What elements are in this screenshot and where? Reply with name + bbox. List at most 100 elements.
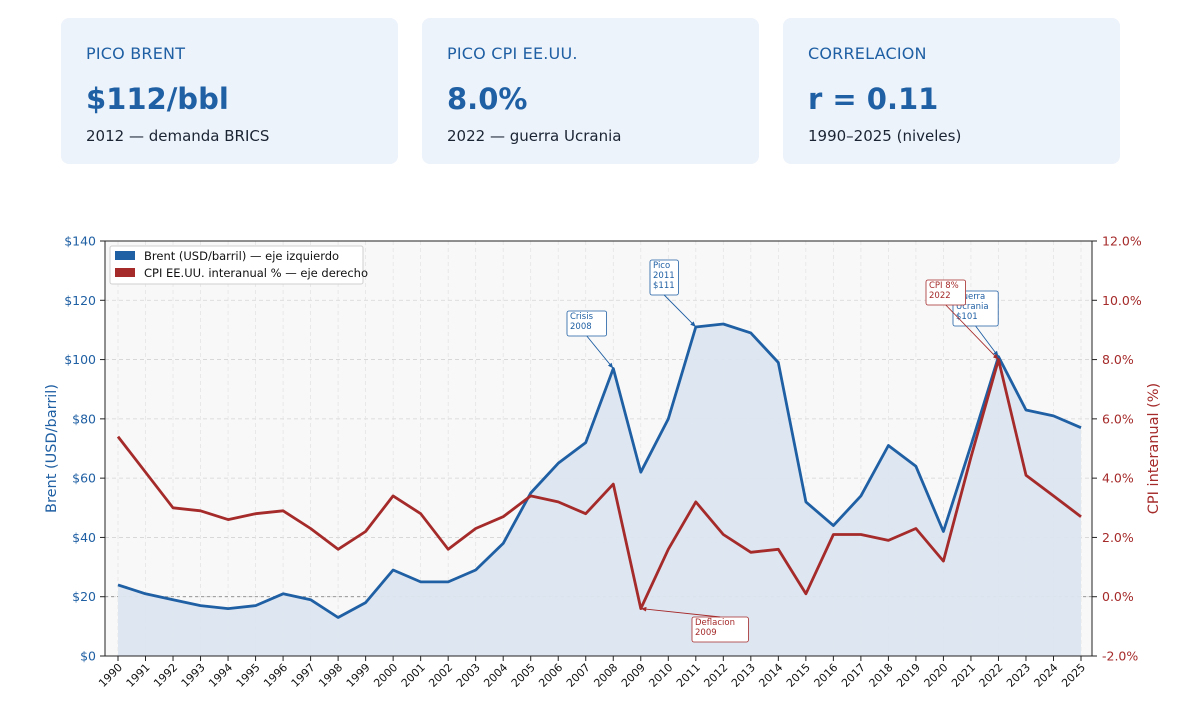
brent-area-fill bbox=[118, 324, 1081, 656]
left-tick-label: $20 bbox=[72, 589, 96, 604]
kpi-card-cpi-peak: PICO CPI EE.UU. 8.0% 2022 — guerra Ucran… bbox=[422, 18, 759, 164]
x-tick-label: 1992 bbox=[151, 661, 180, 690]
left-tick-label: $0 bbox=[80, 649, 96, 664]
left-axis: $0 $20 $40 $60 $80 $100 $120 $140 bbox=[64, 234, 105, 664]
x-tick-label: 1998 bbox=[316, 661, 345, 690]
x-tick-label: 1990 bbox=[96, 661, 125, 690]
left-tick-label: $100 bbox=[64, 352, 96, 367]
left-tick-label: $140 bbox=[64, 234, 96, 249]
x-tick-label: 2000 bbox=[371, 661, 400, 690]
x-tick-label: 2011 bbox=[674, 661, 703, 690]
kpi-subtitle: 1990–2025 (niveles) bbox=[808, 127, 962, 145]
brent-line bbox=[117, 322, 1082, 619]
x-tick-label: 1996 bbox=[261, 661, 290, 690]
x-tick-label: 2023 bbox=[1004, 661, 1033, 690]
x-tick-label: 2002 bbox=[426, 661, 455, 690]
legend-swatch bbox=[115, 268, 135, 277]
kpi-label: PICO BRENT bbox=[86, 44, 186, 63]
annotation-text: Guerra bbox=[956, 292, 985, 302]
annotation-arrowhead bbox=[690, 321, 696, 327]
right-tick-label: -2.0% bbox=[1102, 649, 1138, 664]
annotation-text: 2022 bbox=[929, 291, 951, 301]
right-axis-label: CPI interanual (%) bbox=[1146, 383, 1162, 514]
annotation-text: $101 bbox=[956, 312, 978, 322]
x-tick-label: 1995 bbox=[234, 661, 263, 690]
annotation-arrowhead bbox=[993, 350, 999, 357]
kpi-card-brent-peak: PICO BRENT $112/bbl 2012 — demanda BRICS bbox=[61, 18, 398, 164]
x-tick-label: 2017 bbox=[839, 661, 868, 690]
x-tick-label: 2020 bbox=[922, 661, 951, 690]
kpi-card-correlation: CORRELACION r = 0.11 1990–2025 (niveles) bbox=[783, 18, 1120, 164]
x-tick-label: 2014 bbox=[756, 661, 785, 690]
x-tick-label: 2006 bbox=[536, 661, 565, 690]
x-tick-label: 2007 bbox=[564, 661, 593, 690]
annotation-text: CPI 8% bbox=[929, 281, 959, 291]
brent-cpi-chart: $0 $20 $40 $60 $80 $100 $120 $140 Brent (USD/bar… bbox=[44, 234, 1162, 690]
x-tick-label: 1993 bbox=[179, 661, 208, 690]
kpi-label: CORRELACION bbox=[808, 44, 927, 63]
x-tick-label: 2010 bbox=[646, 661, 675, 690]
left-axis-label: Brent (USD/barril) bbox=[44, 384, 60, 513]
x-tick-label: 2022 bbox=[977, 661, 1006, 690]
kpi-subtitle: 2012 — demanda BRICS bbox=[86, 127, 270, 145]
plot-frame bbox=[104, 240, 1093, 657]
kpi-value: 8.0% bbox=[447, 82, 528, 116]
left-tick-label: $80 bbox=[72, 411, 96, 426]
kpi-cards: PICO BRENT $112/bbl 2012 — demanda BRICS… bbox=[0, 0, 1200, 180]
annotation-arrow bbox=[975, 325, 999, 357]
x-tick-label: 2001 bbox=[399, 661, 428, 690]
x-tick-label: 2003 bbox=[454, 661, 483, 690]
x-tick-label: 2019 bbox=[894, 661, 923, 690]
annotation-text: 2011 bbox=[653, 271, 675, 281]
x-tick-label: 1991 bbox=[124, 661, 153, 690]
annotation-text: Ucrania bbox=[956, 302, 989, 312]
annotation-arrow bbox=[586, 335, 614, 369]
annotation-arrowhead bbox=[992, 353, 999, 360]
legend-box bbox=[109, 245, 364, 285]
right-axis: -2.0% 0.0% 2.0% 4.0% 6.0% 8.0% 10.0% 12.0% bbox=[1092, 234, 1142, 664]
annotation-cpi-2022: CPI 8%2022 bbox=[925, 279, 999, 360]
x-tick-label: 2015 bbox=[784, 661, 813, 690]
right-tick-label: 8.0% bbox=[1102, 352, 1134, 367]
left-tick-label: $120 bbox=[64, 293, 96, 308]
annotation-arrowhead bbox=[640, 606, 647, 612]
x-tick-label: 1999 bbox=[344, 661, 373, 690]
x-tick-label: 2025 bbox=[1059, 661, 1088, 690]
kpi-label: PICO CPI EE.UU. bbox=[447, 44, 578, 63]
annotation-text: 2009 bbox=[695, 628, 717, 638]
x-tick-label: 2009 bbox=[619, 661, 648, 690]
legend-swatch bbox=[115, 251, 135, 260]
x-tick-label: 2008 bbox=[591, 661, 620, 690]
kpi-value: r = 0.11 bbox=[808, 82, 939, 116]
cpi-line bbox=[116, 358, 1082, 610]
x-tick-label: 2021 bbox=[949, 661, 978, 690]
x-tick-label: 2012 bbox=[701, 661, 730, 690]
x-tick-label: 1994 bbox=[206, 661, 235, 690]
kpi-subtitle: 2022 — guerra Ucrania bbox=[447, 127, 622, 145]
x-tick-label: 1997 bbox=[289, 661, 318, 690]
annotation-text: 2008 bbox=[570, 322, 592, 332]
right-tick-label: 12.0% bbox=[1102, 234, 1142, 249]
right-tick-label: 4.0% bbox=[1102, 471, 1134, 486]
x-tick-label: 2005 bbox=[509, 661, 538, 690]
right-tick-label: 6.0% bbox=[1102, 411, 1134, 426]
legend-label: CPI EE.UU. interanual % — eje derecho bbox=[144, 266, 368, 280]
left-tick-label: $40 bbox=[72, 530, 96, 545]
right-tick-label: 10.0% bbox=[1102, 293, 1142, 308]
annotation-arrow bbox=[663, 294, 697, 328]
x-tick-label: 2013 bbox=[729, 661, 758, 690]
right-tick-label: 0.0% bbox=[1102, 589, 1134, 604]
x-axis: 1990199119921993199419951996199719981999… bbox=[96, 656, 1088, 690]
annotation-arrowhead bbox=[607, 362, 614, 369]
legend-label: Brent (USD/barril) — eje izquierdo bbox=[144, 249, 339, 263]
kpi-value: $112/bbl bbox=[86, 82, 229, 116]
right-tick-label: 2.0% bbox=[1102, 530, 1134, 545]
x-tick-label: 2004 bbox=[481, 661, 510, 690]
annotation-arrow bbox=[640, 608, 721, 618]
annotation-text: Crisis bbox=[570, 312, 594, 322]
legend: Brent (USD/barril) — eje izquierdo CPI EE… bbox=[109, 245, 368, 285]
left-tick-label: $60 bbox=[72, 471, 96, 486]
annotation-text: $111 bbox=[653, 281, 675, 291]
